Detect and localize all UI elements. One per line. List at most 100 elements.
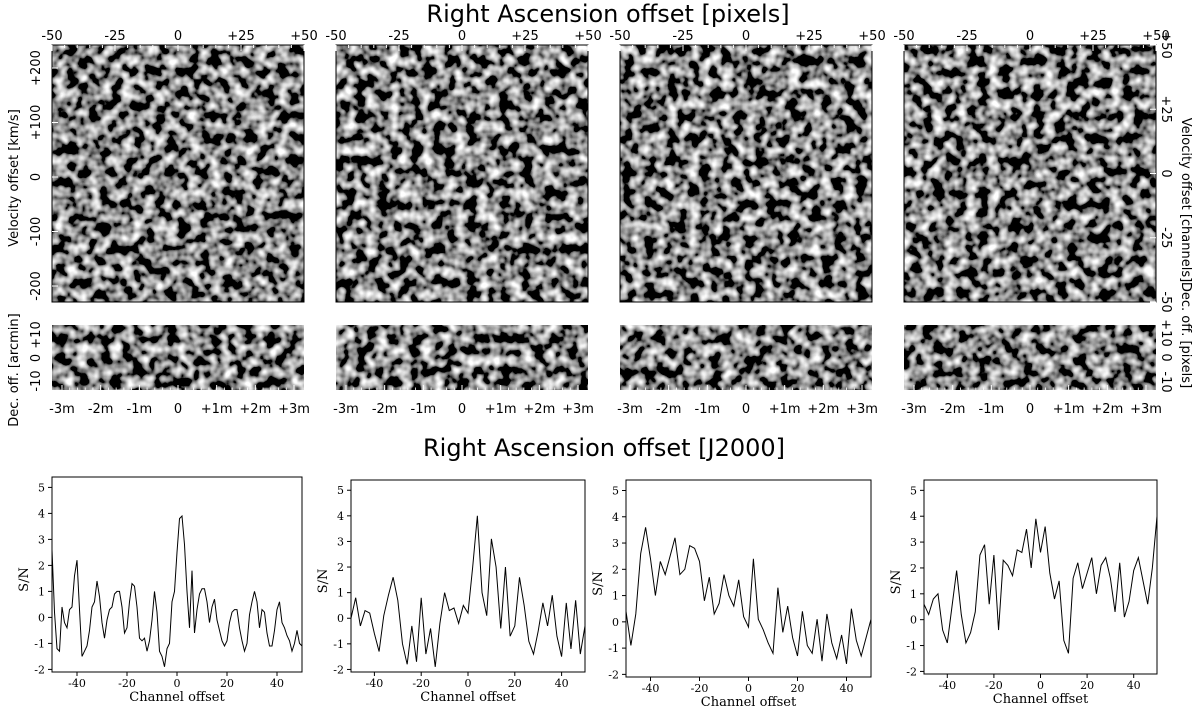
bottom-tick-label: +2m	[1091, 402, 1123, 417]
x-axis-label: Channel offset	[129, 690, 225, 705]
sn-series-line	[350, 515, 586, 667]
sn-series-line	[923, 516, 1158, 654]
spectrum-plot-2: -40 -20 0 20 40 -2 -1 0 1 2 3 4 5 Channel offset S/N	[316, 479, 586, 705]
left-tick-label: -200	[29, 271, 44, 301]
top-tick-label: -25	[104, 29, 125, 44]
right-tick-label: +50	[1158, 31, 1173, 58]
y-tick-label: 4	[337, 510, 344, 523]
x-axis-label: Channel offset	[701, 695, 797, 710]
y-tick-label: -2	[906, 665, 917, 678]
top-tick-label: +25	[227, 29, 254, 44]
top-tick-label: +25	[1079, 29, 1106, 44]
bottom-tick-label: -3m	[901, 402, 927, 417]
left-strip-tick-label: -10	[29, 370, 44, 391]
y-tick-label: 3	[612, 537, 619, 550]
y-tick-label: 4	[38, 507, 45, 520]
y-tick-label: -1	[34, 637, 45, 650]
top-tick-label: -50	[609, 29, 630, 44]
right-tick-label: +25	[1158, 96, 1173, 123]
bottom-tick-label: 0	[458, 402, 466, 417]
strip-panel-1	[52, 325, 304, 390]
top-tick-label: -25	[956, 29, 977, 44]
left-tick-label: 0	[29, 173, 44, 181]
x-tick-label: 0	[174, 677, 181, 690]
x-tick-label: -40	[366, 677, 384, 690]
y-tick-label: 2	[612, 563, 619, 576]
right-strip-tick-label: 0	[1158, 353, 1173, 361]
top-tick-label: -25	[388, 29, 409, 44]
y-tick-label: 0	[38, 611, 45, 624]
x-tick-label: -40	[938, 679, 956, 692]
y-tick-label: -2	[34, 663, 45, 676]
x-tick-label: -20	[691, 682, 709, 695]
bottom-tick-label: -2m	[88, 402, 114, 417]
bottom-tick-label: +2m	[239, 402, 271, 417]
y-axis-label: S/N	[591, 571, 606, 596]
y-axis-label: S/N	[316, 569, 331, 594]
x-tick-label: 40	[1127, 679, 1141, 692]
bottom-tick-label: 0	[1026, 402, 1034, 417]
x-tick-label: 20	[220, 677, 234, 690]
plot-frame	[350, 479, 586, 673]
bottom-tick-label: 0	[742, 402, 750, 417]
x-axis-label: Channel offset	[420, 690, 516, 705]
top-tick-label: 0	[458, 29, 466, 44]
bottom-tick-label: +3m	[1130, 402, 1162, 417]
bottom-tick-label: +2m	[807, 402, 839, 417]
right-velocity-label: Velocity offset [channels]	[1178, 118, 1193, 282]
y-tick-label: 5	[612, 485, 619, 498]
strip-panel-4	[904, 325, 1156, 390]
bottom-tick-label: +1m	[201, 402, 233, 417]
bottom-tick-label: -2m	[656, 402, 682, 417]
y-tick-label: 3	[38, 533, 45, 546]
top-tick-label: +25	[511, 29, 538, 44]
x-tick-label: 20	[1080, 679, 1094, 692]
y-tick-label: 5	[337, 484, 344, 497]
right-tick-label: -50	[1158, 291, 1173, 312]
y-tick-label: 3	[337, 535, 344, 548]
top-tick-label: +50	[1142, 29, 1169, 44]
top-axis-title: Right Ascension offset [pixels]	[426, 0, 789, 28]
y-tick-label: 1	[910, 588, 917, 601]
top-tick-label: +50	[290, 29, 317, 44]
x-axis-label: Channel offset	[993, 692, 1089, 707]
x-tick-label: -20	[118, 677, 136, 690]
y-tick-label: -1	[333, 638, 344, 651]
y-tick-label: 5	[910, 484, 917, 497]
y-tick-label: 1	[612, 590, 619, 603]
x-tick-label: 40	[840, 682, 854, 695]
bottom-tick-label: +2m	[523, 402, 555, 417]
bottom-tick-label: 0	[174, 402, 182, 417]
y-tick-label: -1	[608, 642, 619, 655]
y-tick-label: 4	[910, 510, 917, 523]
bottom-tick-label: -2m	[940, 402, 966, 417]
x-tick-label: -40	[68, 677, 86, 690]
y-tick-label: 2	[38, 559, 45, 572]
top-tick-label: 0	[742, 29, 750, 44]
bottom-tick-label: +3m	[846, 402, 878, 417]
top-tick-label: -50	[893, 29, 914, 44]
bottom-tick-label: -3m	[49, 402, 75, 417]
y-tick-label: -2	[333, 663, 344, 676]
x-tick-label: 40	[555, 677, 569, 690]
top-tick-label: 0	[174, 29, 182, 44]
bottom-tick-label: -2m	[372, 402, 398, 417]
left-velocity-label: Velocity offset [km/s]	[7, 109, 22, 247]
top-tick-label: 0	[1026, 29, 1034, 44]
bottom-axis-title: Right Ascension offset [J2000]	[423, 434, 785, 462]
y-tick-label: 0	[910, 614, 917, 627]
spectrum-plot-1: -40 -20 0 20 40 -2 -1 0 1 2 3 4 5 Channel offset S/N	[17, 476, 303, 705]
top-tick-label: +50	[858, 29, 885, 44]
top-tick-label: -50	[325, 29, 346, 44]
y-tick-label: 1	[38, 585, 45, 598]
pv-panel-1	[51, 44, 305, 303]
pv-panel-3	[619, 44, 873, 303]
plot-frame	[923, 479, 1158, 675]
y-tick-label: 2	[910, 562, 917, 575]
right-strip-tick-label: +10	[1158, 319, 1173, 346]
bottom-tick-label: +1m	[1053, 402, 1085, 417]
top-tick-label: -25	[672, 29, 693, 44]
bottom-tick-label: +3m	[278, 402, 310, 417]
